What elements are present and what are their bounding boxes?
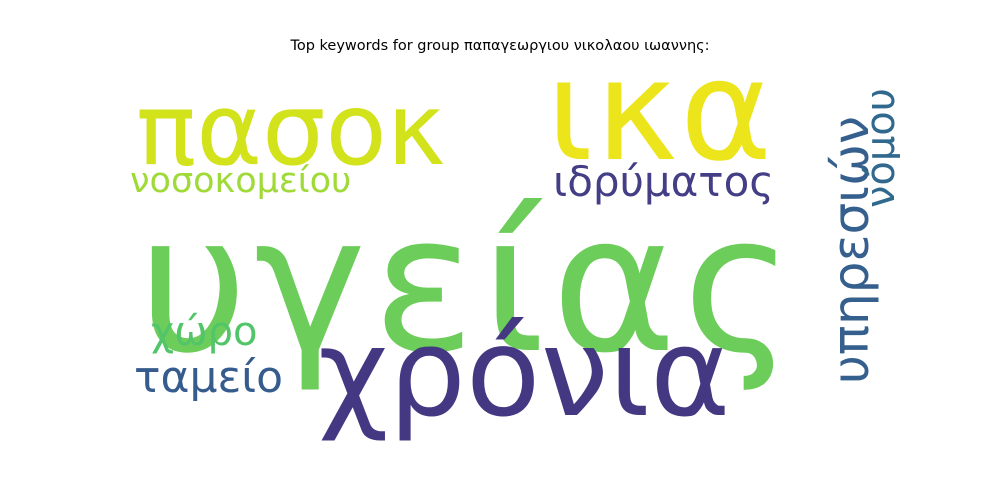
word-nosokomeiou: νοσοκομείου	[130, 161, 352, 201]
chart-title: Top keywords for group παπαγεωργιου νικο…	[290, 38, 710, 54]
word-xoro: χώρο	[151, 309, 258, 355]
word-pasok: πασοκ	[136, 71, 446, 188]
word-cloud: υγείας ικα πασοκ χρόνια υπηρεσιών ιδρύμα…	[128, 62, 900, 442]
word-nomou: νόμου	[858, 88, 900, 208]
word-idrymatos: ιδρύματος	[553, 157, 774, 206]
word-xronia: χρόνια	[318, 302, 731, 442]
word-ygeias: υγείας	[138, 174, 801, 395]
word-ika: ικα	[546, 62, 775, 193]
word-tameio: ταμείο	[134, 352, 284, 403]
